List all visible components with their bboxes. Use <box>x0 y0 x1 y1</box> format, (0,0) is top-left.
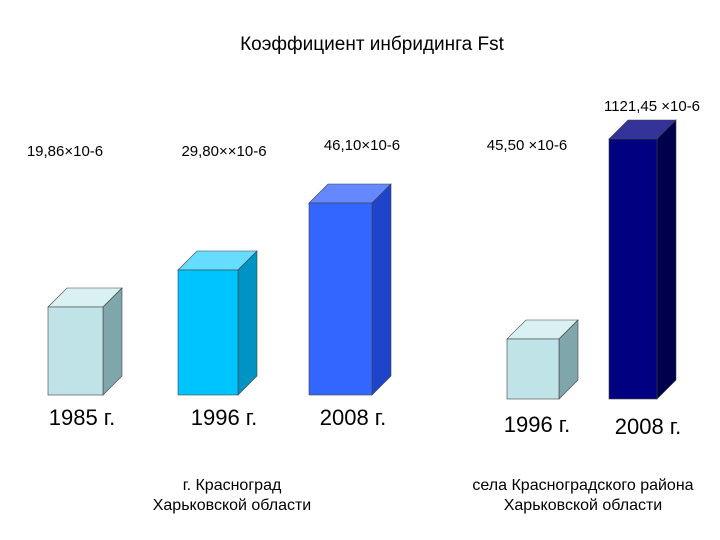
value-label: 29,80××10-6 <box>181 143 266 160</box>
group-label: Харьковской области <box>153 497 312 514</box>
bar-3 <box>308 183 392 396</box>
bar-4 <box>506 319 579 400</box>
bar-front-face <box>47 306 104 396</box>
category-label: 1985 г. <box>49 405 116 430</box>
category-label: 2008 г. <box>320 405 387 430</box>
category-label: 1996 г. <box>191 405 258 430</box>
bar-side-face <box>656 119 677 400</box>
bar-side-face <box>237 250 258 396</box>
bar-5 <box>608 119 677 400</box>
category-label: 1996 г. <box>504 412 571 437</box>
group-label: Харьковской области <box>504 497 663 514</box>
chart-title: Коэффициент инбридинга Fst <box>240 34 505 55</box>
group-label: села Красноградского района <box>472 477 693 494</box>
bar-side-face <box>371 183 392 396</box>
value-label: 19,86×10-6 <box>27 143 103 160</box>
bars-layer <box>47 119 677 400</box>
bar-side-face <box>102 287 123 396</box>
bar-front-face <box>506 338 560 400</box>
bar-1 <box>47 287 123 396</box>
group-label: г. Красноград <box>183 477 282 494</box>
bar-front-face <box>308 202 373 396</box>
bar-2 <box>177 250 258 396</box>
value-label: 45,50 ×10-6 <box>487 137 568 154</box>
value-label: 1121,45 ×10-6 <box>604 98 700 115</box>
bar-front-face <box>608 138 658 400</box>
bar-front-face <box>177 269 239 396</box>
value-label: 46,10×10-6 <box>324 137 400 154</box>
labels-layer: 19,86×10-6 29,80××10-6 46,10×10-6 45,50 ×10… <box>27 98 700 514</box>
category-label: 2008 г. <box>615 414 682 439</box>
